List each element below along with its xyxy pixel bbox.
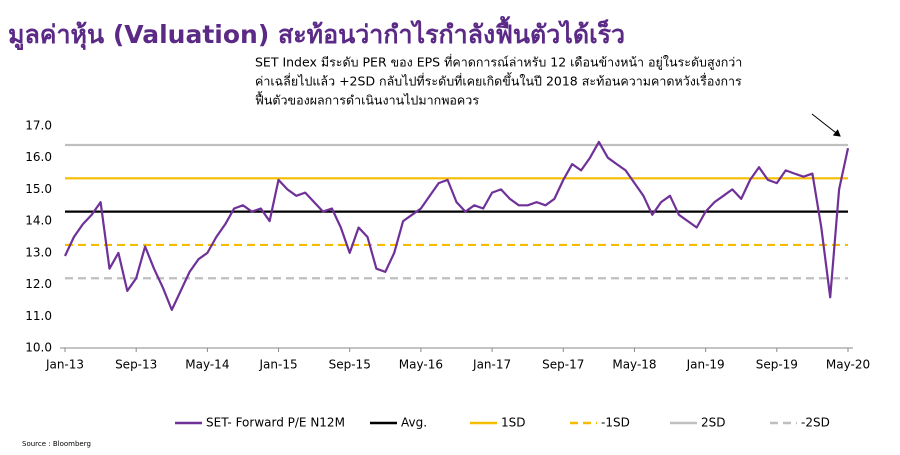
x-tick-label: Jan-19 [686, 358, 725, 372]
x-tick-label: May-16 [399, 358, 443, 372]
annotation: SET Index มีระดับ PER ของ EPS ที่คาดการณ… [255, 54, 742, 71]
annotation: ฟื้นตัวของผลการดำเนินงานไปมากพอควร [255, 91, 479, 108]
x-tick-label: May-18 [612, 358, 656, 372]
y-tick-label: 17.0 [25, 119, 52, 133]
x-tick-label: Sep-13 [115, 358, 157, 372]
y-tick-label: 15.0 [25, 182, 52, 196]
legend-label: 2SD [701, 416, 726, 430]
x-tick-label: Jan-13 [45, 358, 84, 372]
x-tick-label: Sep-19 [756, 358, 798, 372]
y-tick-label: 10.0 [25, 341, 52, 355]
legend-label: -2SD [801, 416, 830, 430]
annotation: ค่าเฉลี่ยไปแล้ว +2SD กลับไปที่ระดับที่เค… [255, 72, 742, 89]
x-tick-label: May-20 [826, 358, 870, 372]
chart-title: มูลค่าหุ้น (Valuation) สะท้อนว่ากำไรกำลั… [8, 15, 625, 51]
x-tick-label: Jan-15 [258, 358, 297, 372]
y-tick-label: 14.0 [25, 214, 52, 228]
y-tick-label: 13.0 [25, 245, 52, 259]
source: Source : Bloomberg [22, 440, 91, 448]
y-tick-label: 11.0 [25, 309, 52, 323]
legend-label: -1SD [601, 416, 630, 430]
x-tick-label: May-14 [185, 358, 229, 372]
arrow [811, 113, 841, 137]
x-tick-label: Sep-15 [329, 358, 371, 372]
series-line [64, 140, 850, 311]
x-tick-label: Sep-17 [542, 358, 584, 372]
x-tick-label: Jan-17 [472, 358, 511, 372]
y-tick-label: 12.0 [25, 277, 52, 291]
y-tick-label: 16.0 [25, 150, 52, 164]
legend-label: Avg. [401, 416, 427, 430]
legend-label: SET- Forward P/E N12M [206, 416, 345, 430]
legend-label: 1SD [501, 416, 526, 430]
